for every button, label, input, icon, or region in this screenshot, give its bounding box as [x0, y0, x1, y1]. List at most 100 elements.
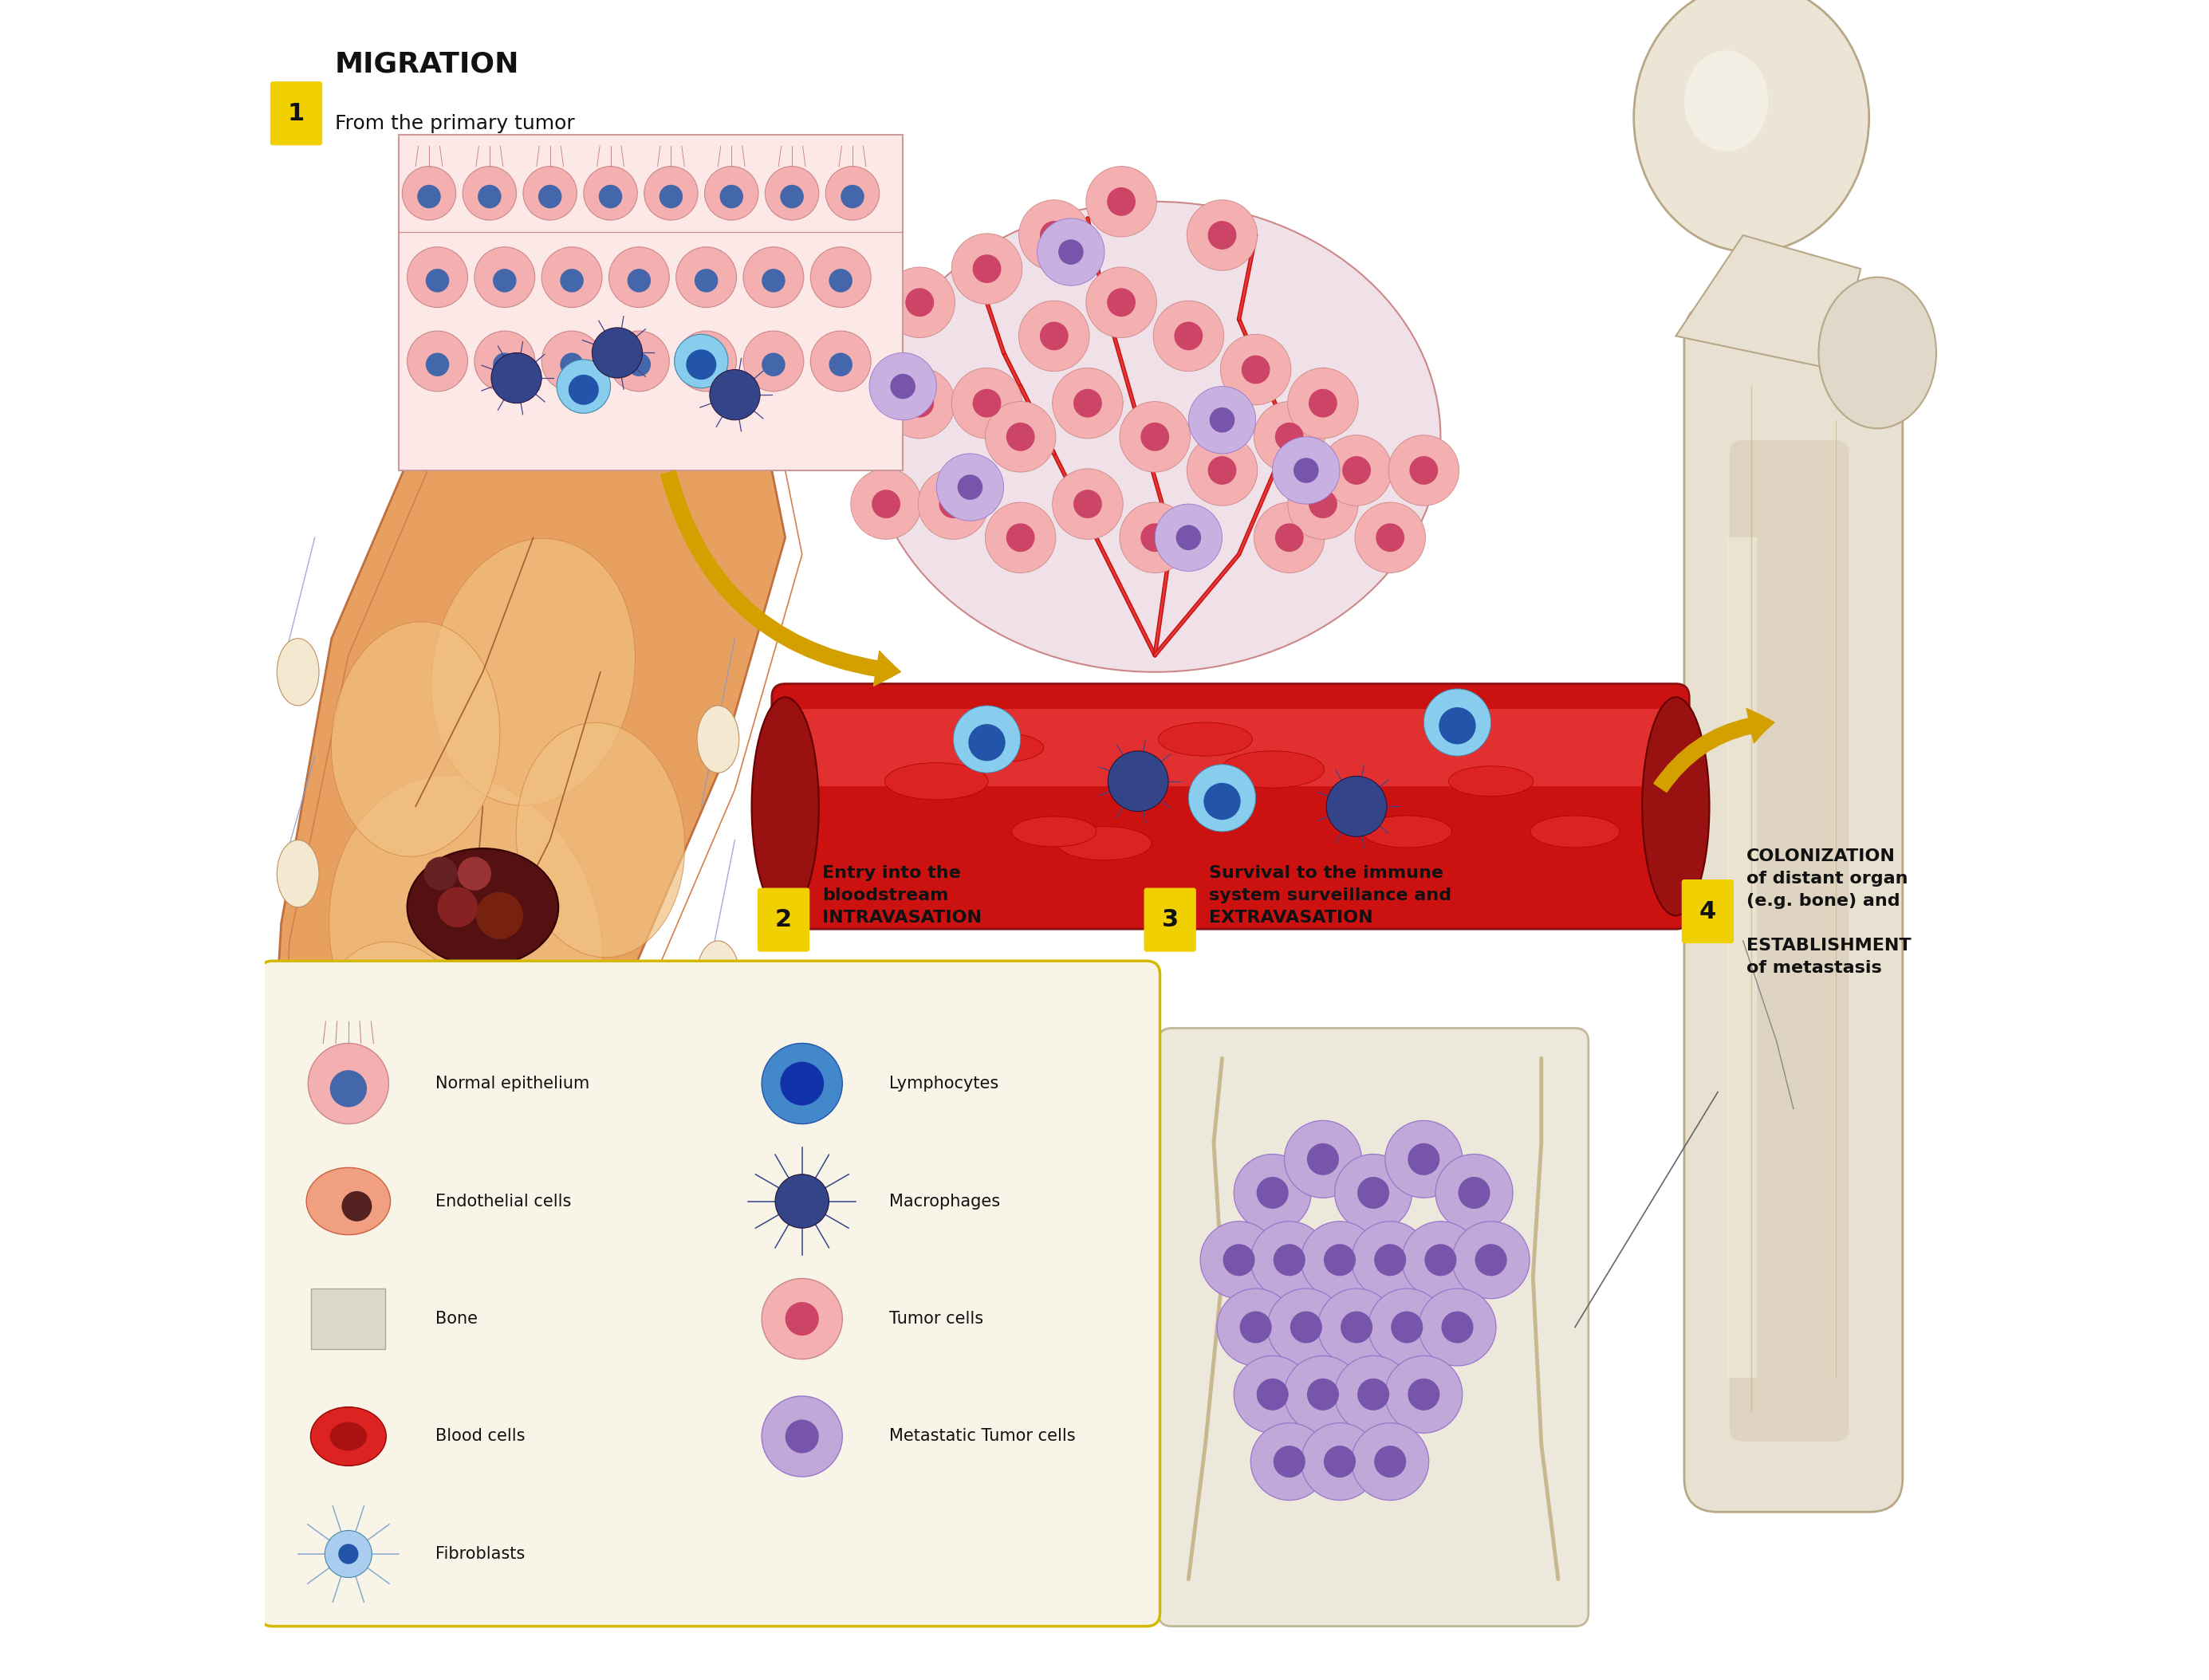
- Circle shape: [1407, 1144, 1440, 1176]
- Ellipse shape: [276, 840, 318, 907]
- Circle shape: [426, 353, 448, 376]
- Circle shape: [406, 331, 468, 391]
- Circle shape: [956, 475, 983, 501]
- Circle shape: [870, 353, 937, 420]
- Circle shape: [1376, 524, 1405, 553]
- Ellipse shape: [314, 942, 484, 1174]
- Circle shape: [1051, 368, 1122, 438]
- Circle shape: [1352, 1423, 1429, 1500]
- Circle shape: [676, 247, 736, 307]
- Circle shape: [426, 269, 448, 292]
- Circle shape: [307, 1043, 389, 1124]
- Circle shape: [1257, 1178, 1288, 1210]
- Text: Fibroblasts: Fibroblasts: [435, 1546, 526, 1562]
- Circle shape: [1476, 1243, 1507, 1277]
- FancyBboxPatch shape: [400, 134, 903, 470]
- Circle shape: [1186, 435, 1257, 506]
- Text: Lymphocytes: Lymphocytes: [890, 1075, 998, 1092]
- Circle shape: [1403, 1221, 1480, 1299]
- Circle shape: [406, 247, 468, 307]
- Circle shape: [919, 469, 990, 539]
- Circle shape: [1239, 1310, 1272, 1344]
- FancyBboxPatch shape: [1730, 440, 1849, 1441]
- Circle shape: [1385, 1121, 1462, 1198]
- Circle shape: [437, 887, 477, 927]
- Circle shape: [1356, 1178, 1389, 1210]
- FancyBboxPatch shape: [771, 684, 1690, 929]
- Circle shape: [1058, 240, 1082, 265]
- Circle shape: [1385, 1356, 1462, 1433]
- Circle shape: [954, 706, 1021, 773]
- Ellipse shape: [276, 1055, 318, 1131]
- Circle shape: [694, 269, 718, 292]
- Circle shape: [1458, 1178, 1491, 1210]
- Circle shape: [1418, 1289, 1495, 1366]
- Circle shape: [1325, 776, 1387, 837]
- Circle shape: [828, 353, 853, 376]
- Circle shape: [610, 247, 669, 307]
- Circle shape: [477, 185, 501, 208]
- Polygon shape: [265, 286, 784, 1361]
- Bar: [1725, 538, 1756, 1378]
- Circle shape: [493, 269, 517, 292]
- Circle shape: [1389, 435, 1458, 506]
- Circle shape: [1074, 390, 1102, 418]
- Circle shape: [627, 269, 652, 292]
- Circle shape: [1208, 457, 1237, 486]
- Circle shape: [1294, 459, 1319, 484]
- Ellipse shape: [466, 974, 634, 1142]
- Circle shape: [1211, 408, 1235, 433]
- Circle shape: [939, 491, 968, 517]
- Circle shape: [1007, 524, 1034, 553]
- Circle shape: [952, 368, 1023, 438]
- Circle shape: [475, 331, 535, 391]
- Circle shape: [325, 1530, 371, 1578]
- Circle shape: [1255, 502, 1325, 573]
- Ellipse shape: [1363, 816, 1451, 847]
- Circle shape: [539, 185, 561, 208]
- Circle shape: [694, 353, 718, 376]
- Circle shape: [342, 1191, 371, 1221]
- Circle shape: [1438, 707, 1476, 744]
- Circle shape: [490, 353, 541, 403]
- Circle shape: [762, 1396, 842, 1477]
- Circle shape: [1204, 783, 1241, 820]
- Ellipse shape: [331, 622, 499, 857]
- Circle shape: [1051, 469, 1122, 539]
- Circle shape: [1188, 764, 1255, 832]
- Circle shape: [784, 1420, 820, 1453]
- Circle shape: [541, 247, 603, 307]
- Circle shape: [1283, 1121, 1361, 1198]
- FancyBboxPatch shape: [269, 82, 323, 146]
- FancyBboxPatch shape: [1681, 880, 1734, 944]
- Text: Entry into the
bloodstream
INTRAVASATION: Entry into the bloodstream INTRAVASATION: [822, 865, 981, 926]
- Circle shape: [1140, 524, 1169, 553]
- Circle shape: [906, 390, 934, 418]
- Circle shape: [1109, 751, 1169, 811]
- Circle shape: [1323, 1243, 1356, 1277]
- Ellipse shape: [886, 763, 987, 800]
- Text: 1: 1: [287, 102, 305, 124]
- Ellipse shape: [1635, 0, 1869, 252]
- Circle shape: [1308, 491, 1336, 517]
- Ellipse shape: [1531, 816, 1619, 847]
- Circle shape: [1301, 1423, 1378, 1500]
- Text: Survival to the immune
system surveillance and
EXTRAVASATION: Survival to the immune system surveillan…: [1208, 865, 1451, 926]
- Circle shape: [610, 331, 669, 391]
- Circle shape: [592, 328, 643, 378]
- Circle shape: [1255, 402, 1325, 472]
- Circle shape: [493, 353, 517, 376]
- Circle shape: [477, 892, 524, 939]
- Circle shape: [561, 353, 583, 376]
- Circle shape: [742, 247, 804, 307]
- Circle shape: [842, 185, 864, 208]
- Circle shape: [1018, 301, 1089, 371]
- Ellipse shape: [1683, 50, 1767, 151]
- Circle shape: [705, 166, 758, 220]
- Circle shape: [884, 267, 954, 338]
- Circle shape: [811, 331, 870, 391]
- Circle shape: [568, 375, 599, 405]
- Circle shape: [1175, 323, 1202, 351]
- Circle shape: [687, 349, 716, 380]
- Circle shape: [674, 334, 729, 388]
